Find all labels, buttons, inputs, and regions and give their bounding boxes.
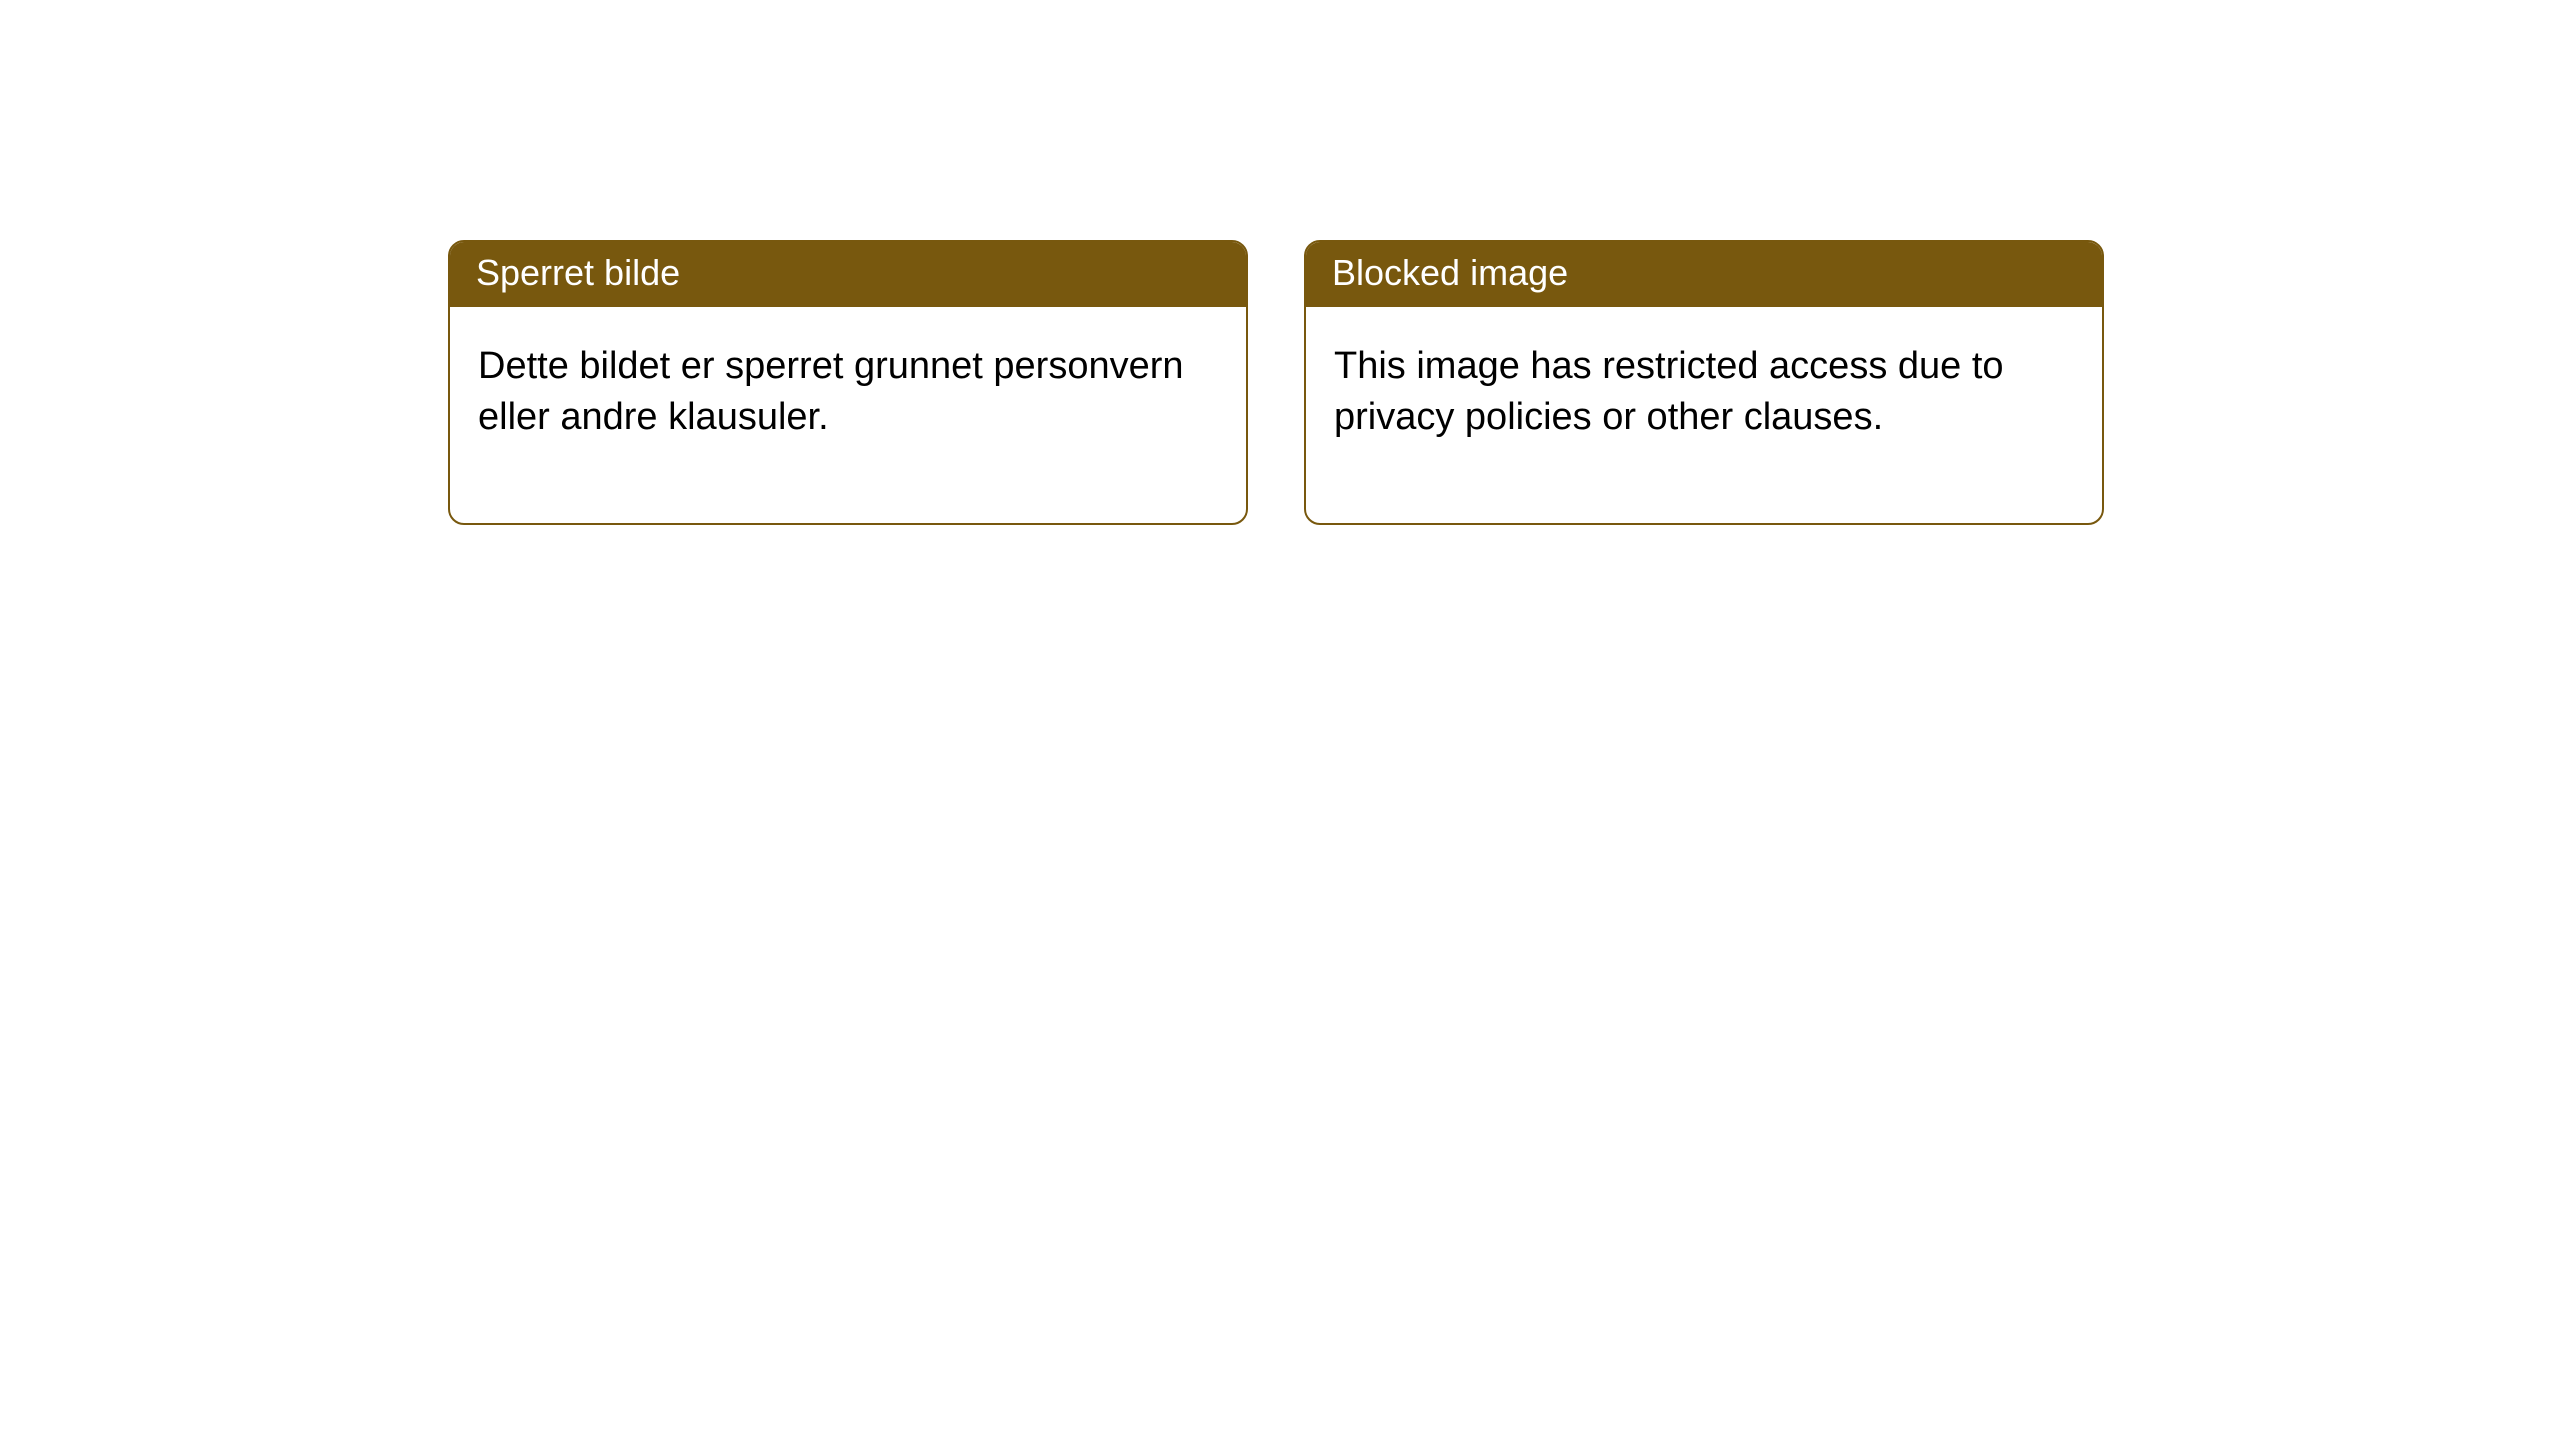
notice-body: This image has restricted access due to … bbox=[1306, 307, 2102, 524]
notice-header: Sperret bilde bbox=[450, 242, 1246, 307]
notice-blocked-image-en: Blocked image This image has restricted … bbox=[1304, 240, 2104, 525]
notice-blocked-image-no: Sperret bilde Dette bildet er sperret gr… bbox=[448, 240, 1248, 525]
notice-body: Dette bildet er sperret grunnet personve… bbox=[450, 307, 1246, 524]
notices-container: Sperret bilde Dette bildet er sperret gr… bbox=[0, 0, 2560, 525]
notice-header: Blocked image bbox=[1306, 242, 2102, 307]
